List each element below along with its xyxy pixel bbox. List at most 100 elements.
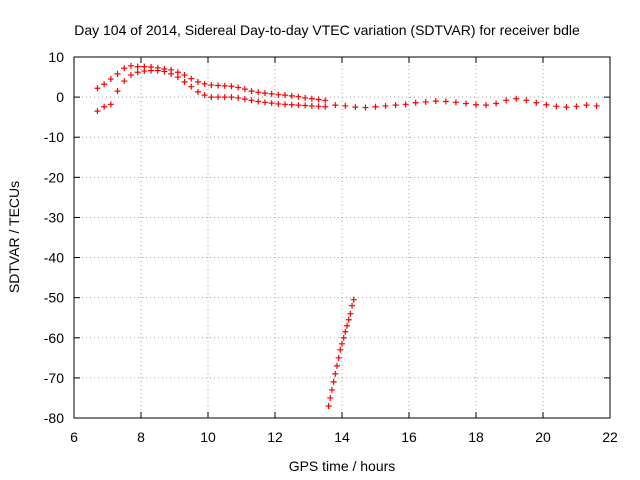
x-tick-label: 22 [602, 429, 618, 445]
data-point [302, 102, 309, 109]
data-point [121, 65, 128, 72]
data-point [553, 103, 560, 110]
tick-labels: 6 8 10 12 14 16 18 20 22 10 0 -10 -20 -30 -40 -50 -60 -70… [44, 49, 618, 445]
data-point [168, 70, 175, 77]
data-point [228, 83, 235, 90]
data-point [134, 63, 141, 70]
data-point [583, 102, 590, 109]
x-tick-label: 12 [267, 429, 283, 445]
data-point [174, 74, 181, 81]
data-point [127, 62, 134, 69]
y-tick-label: -60 [44, 330, 64, 346]
data-point [362, 104, 369, 111]
data-point [325, 402, 332, 409]
x-tick-label: 8 [137, 429, 145, 445]
y-tick-label: 10 [48, 49, 64, 65]
data-point [513, 95, 520, 102]
data-point [563, 104, 570, 111]
data-point [248, 97, 255, 104]
data-point [148, 67, 155, 74]
data-point [533, 99, 540, 106]
data-point [315, 103, 322, 110]
data-point [107, 76, 114, 83]
data-point [352, 104, 359, 111]
data-point [332, 102, 339, 109]
data-point [114, 88, 121, 95]
data-point [255, 89, 262, 96]
data-point [275, 91, 282, 98]
data-point [188, 75, 195, 82]
data-point [268, 100, 275, 107]
data-points [94, 62, 600, 409]
data-point [335, 354, 342, 361]
data-point [308, 102, 315, 109]
data-point [302, 94, 309, 101]
data-point [121, 78, 128, 85]
grid-lines [74, 57, 610, 418]
y-tick-label: -50 [44, 290, 64, 306]
data-point [503, 97, 510, 104]
data-point [295, 102, 302, 109]
data-point [154, 67, 161, 74]
y-tick-label: 0 [56, 89, 64, 105]
data-point [215, 94, 222, 101]
series-afternoon-band [332, 95, 600, 111]
y-tick-label: -80 [44, 410, 64, 426]
data-point [412, 99, 419, 106]
series-upper-band [94, 62, 329, 104]
data-point [241, 86, 248, 93]
series-descending-track [325, 296, 357, 409]
data-point [322, 103, 329, 110]
data-point [235, 84, 242, 91]
x-tick-label: 18 [468, 429, 484, 445]
data-point [282, 92, 289, 99]
data-point [342, 328, 349, 335]
data-point [288, 92, 295, 99]
y-axis-title: SDTVAR / TECUs [6, 181, 22, 293]
data-point [101, 81, 108, 88]
data-point [261, 99, 268, 106]
data-point [372, 103, 379, 110]
data-point [452, 99, 459, 106]
y-tick-label: -20 [44, 169, 64, 185]
y-tick-label: -40 [44, 250, 64, 266]
data-point [330, 378, 337, 385]
x-tick-label: 16 [401, 429, 417, 445]
data-point [350, 296, 357, 303]
data-point [339, 340, 345, 347]
y-tick-label: -10 [44, 129, 64, 145]
data-point [432, 98, 439, 105]
data-point [235, 94, 242, 101]
chart-title: Day 104 of 2014, Sidereal Day-to-day VTE… [74, 22, 580, 38]
data-point [332, 370, 339, 377]
data-point [315, 96, 322, 103]
x-axis-title: GPS time / hours [289, 458, 396, 474]
data-point [462, 100, 469, 107]
data-point [114, 70, 121, 77]
data-point [483, 102, 490, 109]
x-tick-label: 10 [200, 429, 216, 445]
data-point [228, 94, 235, 101]
axis-ticks [73, 56, 611, 419]
data-point [261, 90, 268, 97]
data-point [347, 310, 354, 317]
data-point [127, 72, 134, 79]
data-point [194, 78, 201, 85]
data-point [543, 101, 550, 108]
x-tick-label: 6 [70, 429, 78, 445]
data-point [161, 68, 168, 75]
data-point [181, 78, 188, 85]
data-point [344, 322, 351, 329]
data-point [382, 102, 389, 109]
x-tick-label: 14 [334, 429, 350, 445]
data-point [422, 98, 429, 105]
data-point [275, 100, 282, 107]
y-tick-label: -70 [44, 370, 64, 386]
data-point [295, 93, 302, 100]
data-point [141, 68, 148, 75]
data-point [337, 346, 344, 353]
data-point [342, 102, 349, 109]
data-point [340, 334, 347, 341]
data-point [208, 82, 215, 89]
